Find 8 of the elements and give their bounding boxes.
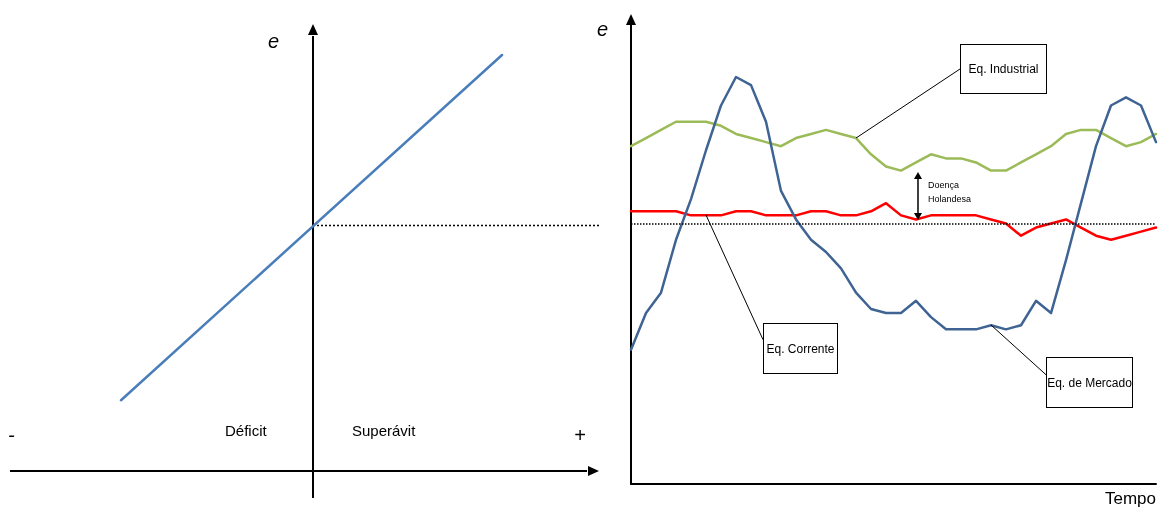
y-axis-title: e xyxy=(268,30,280,53)
annotation: Doença Holandesa xyxy=(928,179,973,206)
x-axis-title: Tempo xyxy=(1105,489,1157,509)
annotation: Déficit xyxy=(225,422,267,439)
annotation: + xyxy=(574,424,586,447)
annotation: - xyxy=(8,424,15,447)
y-axis-title: e xyxy=(597,18,609,41)
annotation: Superávit xyxy=(352,422,416,439)
